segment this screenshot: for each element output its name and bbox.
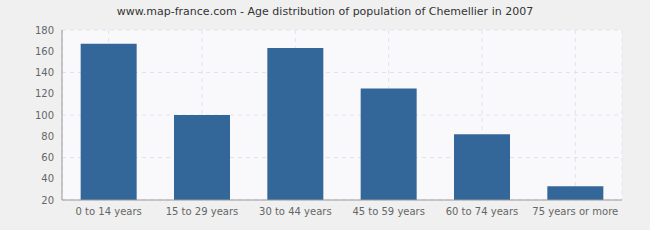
svg-text:0 to 14 years: 0 to 14 years (76, 206, 142, 217)
svg-text:160: 160 (35, 46, 54, 57)
svg-text:40: 40 (41, 173, 54, 184)
svg-text:60 to 74 years: 60 to 74 years (446, 206, 519, 217)
svg-text:140: 140 (35, 67, 54, 78)
svg-text:180: 180 (35, 25, 54, 36)
svg-text:15 to 29 years: 15 to 29 years (166, 206, 239, 217)
svg-text:45 to 59 years: 45 to 59 years (352, 206, 425, 217)
svg-text:30 to 44 years: 30 to 44 years (259, 206, 332, 217)
svg-text:20: 20 (41, 195, 54, 206)
svg-text:75 years or more: 75 years or more (532, 206, 618, 217)
svg-text:100: 100 (35, 110, 54, 121)
svg-text:120: 120 (35, 88, 54, 99)
svg-text:80: 80 (41, 131, 54, 142)
svg-text:60: 60 (41, 152, 54, 163)
html-text:www.map-france.com - Age distr: www.map-france.com - Age distribution of… (116, 5, 534, 18)
